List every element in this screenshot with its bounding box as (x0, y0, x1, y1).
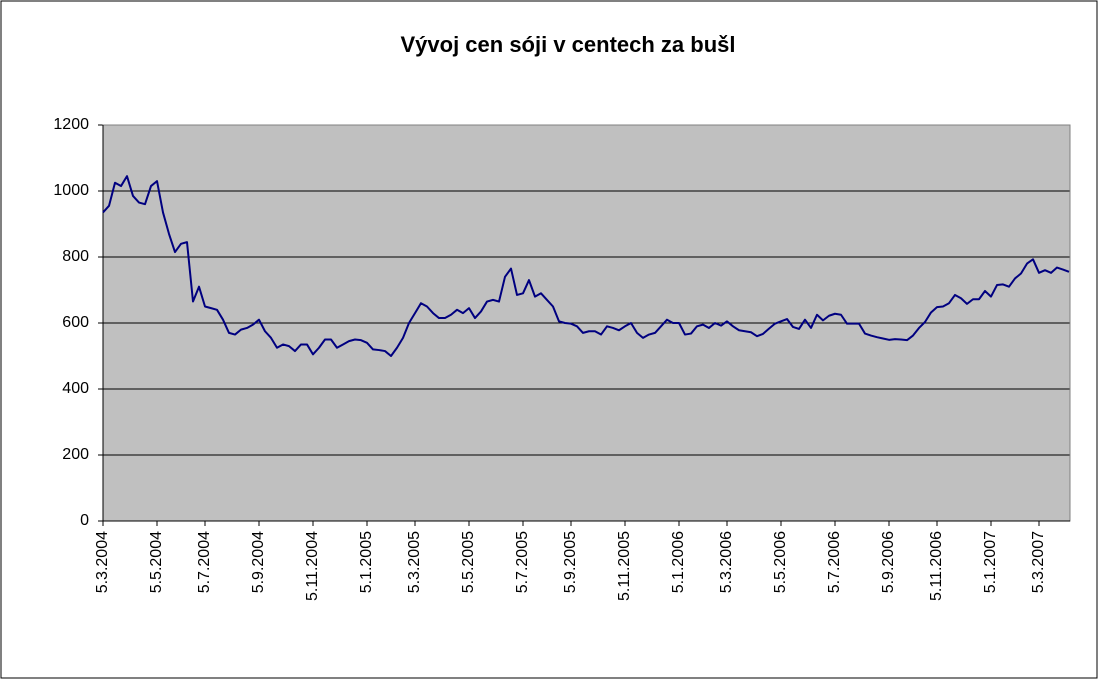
data-line (102, 175, 1070, 357)
x-tick-label: 5.7.2005 (514, 531, 531, 593)
y-tick-label: 600 (62, 314, 89, 331)
x-tick-label: 5.3.2007 (1030, 531, 1047, 593)
y-tick-label: 1200 (53, 116, 89, 133)
x-tick-label: 5.1.2006 (670, 531, 687, 593)
x-tick-label: 5.1.2007 (982, 531, 999, 593)
y-tick-label: 400 (62, 380, 89, 397)
x-tick-label: 5.5.2006 (772, 531, 789, 593)
x-tick-label: 5.11.2005 (616, 531, 633, 601)
y-tick-label: 200 (62, 446, 89, 463)
x-tick-label: 5.7.2004 (196, 531, 213, 593)
y-tick-label: 1000 (53, 182, 89, 199)
y-tick-label: 0 (80, 512, 89, 529)
x-tick-label: 5.3.2005 (406, 531, 423, 593)
x-tick-label: 5.5.2005 (460, 531, 477, 593)
x-tick-label: 5.3.2006 (718, 531, 735, 593)
x-tick-label: 5.11.2006 (928, 531, 945, 601)
x-tick-label: 5.9.2004 (250, 531, 267, 593)
chart-title: Vývoj cen sóji v centech za bušl (400, 32, 735, 57)
x-tick-label: 5.1.2005 (358, 531, 375, 593)
x-tick-label: 5.3.2004 (94, 531, 111, 593)
y-tick-label: 800 (62, 248, 89, 265)
x-tick-label: 5.11.2004 (304, 531, 321, 601)
x-tick-label: 5.9.2005 (562, 531, 579, 593)
x-tick-label: 5.9.2006 (880, 531, 897, 593)
x-tick-label: 5.7.2006 (826, 531, 843, 593)
x-tick-label: 5.5.2004 (148, 531, 165, 593)
